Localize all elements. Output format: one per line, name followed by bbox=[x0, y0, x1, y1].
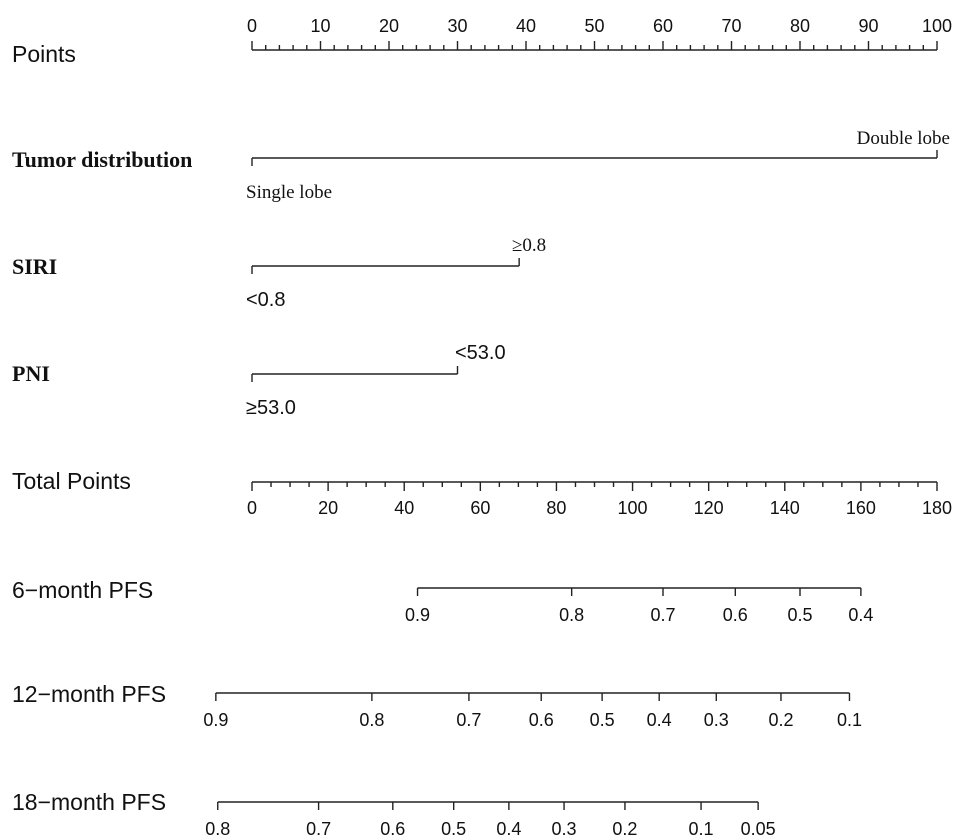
pfs6-tick-label: 0.6 bbox=[723, 605, 748, 625]
pfs18-tick-label: 0.7 bbox=[306, 819, 331, 839]
pfs6-row-label: 6−month PFS bbox=[12, 577, 153, 603]
tumor-distribution-row-label: Tumor distribution bbox=[12, 147, 192, 172]
nomogram-marks: 0 10 20 30 40 50 60 70 80 90 100 Single lobe Double … bbox=[203, 16, 952, 839]
points-tick-label: 0 bbox=[247, 16, 257, 36]
pfs12-tick-label: 0.6 bbox=[529, 710, 554, 730]
pfs6-tick-label: 0.4 bbox=[848, 605, 873, 625]
tumor-distribution-level-label: Single lobe bbox=[246, 182, 332, 203]
points-tick-label: 70 bbox=[721, 16, 741, 36]
pfs6-tick-label: 0.8 bbox=[559, 605, 584, 625]
total-points-tick-label: 140 bbox=[770, 498, 800, 518]
pni-level-label: <53.0 bbox=[455, 342, 506, 364]
points-tick-label: 40 bbox=[516, 16, 536, 36]
points-tick-label: 10 bbox=[310, 16, 330, 36]
pfs18-tick-label: 0.1 bbox=[689, 819, 714, 839]
pfs6-tick-label: 0.9 bbox=[405, 605, 430, 625]
total-points-tick-label: 60 bbox=[470, 498, 490, 518]
points-tick-label: 20 bbox=[379, 16, 399, 36]
pni-level-label: ≥53.0 bbox=[246, 397, 296, 419]
points-tick-label: 90 bbox=[858, 16, 878, 36]
pfs12-tick-label: 0.4 bbox=[647, 710, 672, 730]
points-tick-label: 80 bbox=[790, 16, 810, 36]
pfs18-tick-label: 0.3 bbox=[552, 819, 577, 839]
points-tick-label: 30 bbox=[447, 16, 467, 36]
points-tick-label: 60 bbox=[653, 16, 673, 36]
pfs12-tick-label: 0.5 bbox=[590, 710, 615, 730]
tumor-distribution-level-label: Double lobe bbox=[857, 128, 950, 149]
pfs12-tick-label: 0.2 bbox=[768, 710, 793, 730]
total-points-tick-label: 0 bbox=[247, 498, 257, 518]
total-points-tick-label: 120 bbox=[694, 498, 724, 518]
siri-row-label: SIRI bbox=[12, 254, 57, 279]
pfs12-row-label: 12−month PFS bbox=[12, 681, 166, 707]
total-points-tick-label: 20 bbox=[318, 498, 338, 518]
total-points-tick-label: 80 bbox=[546, 498, 566, 518]
points-tick-label: 100 bbox=[922, 16, 952, 36]
pfs12-tick-label: 0.7 bbox=[456, 710, 481, 730]
pni-row-label: PNI bbox=[12, 361, 50, 386]
points-tick-label: 50 bbox=[584, 16, 604, 36]
pfs6-tick-label: 0.5 bbox=[787, 605, 812, 625]
total-points-tick-label: 160 bbox=[846, 498, 876, 518]
total-points-tick-label: 40 bbox=[394, 498, 414, 518]
pfs18-row-label: 18−month PFS bbox=[12, 789, 166, 815]
siri-level-label: <0.8 bbox=[246, 289, 285, 311]
points-row-label: Points bbox=[12, 41, 76, 67]
siri-level-label: ≥0.8 bbox=[512, 235, 546, 256]
pfs12-tick-label: 0.1 bbox=[837, 710, 862, 730]
pfs18-tick-label: 0.8 bbox=[205, 819, 230, 839]
pfs18-tick-label: 0.6 bbox=[380, 819, 405, 839]
pfs18-tick-label: 0.05 bbox=[741, 819, 776, 839]
pfs18-tick-label: 0.2 bbox=[612, 819, 637, 839]
pfs12-tick-label: 0.8 bbox=[359, 710, 384, 730]
pfs18-tick-label: 0.5 bbox=[441, 819, 466, 839]
pfs18-tick-label: 0.4 bbox=[496, 819, 521, 839]
total-points-tick-label: 100 bbox=[618, 498, 648, 518]
total-points-row-label: Total Points bbox=[12, 468, 131, 494]
pfs6-tick-label: 0.7 bbox=[650, 605, 675, 625]
pfs12-tick-label: 0.9 bbox=[203, 710, 228, 730]
pfs12-tick-label: 0.3 bbox=[704, 710, 729, 730]
total-points-tick-label: 180 bbox=[922, 498, 952, 518]
